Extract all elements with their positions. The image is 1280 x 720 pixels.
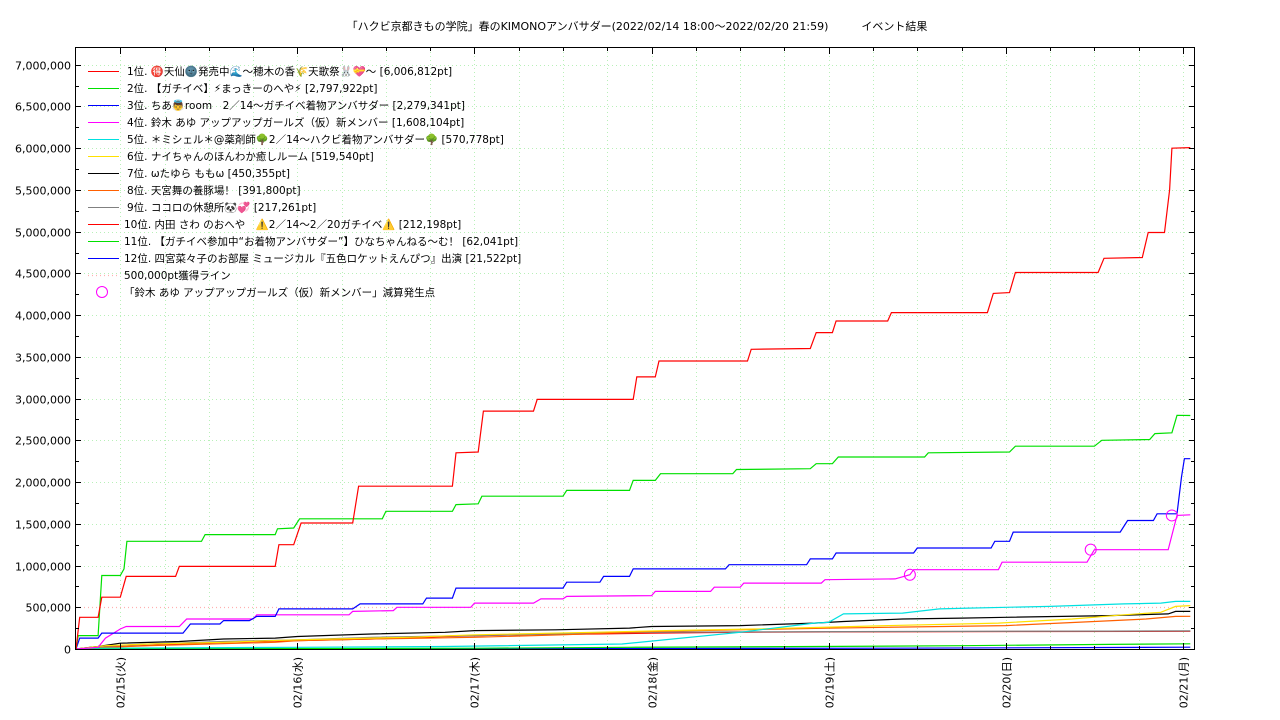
legend-label-8: 8位. 天宮舞の養豚場！ [391,800pt] bbox=[127, 184, 301, 197]
legend-label-12: 12位. 四宮菜々子のお部屋 ミュージカル『五色ロケットえんぴつ』出演 [21,… bbox=[124, 252, 521, 265]
y-tick-label: 7,000,000 bbox=[15, 60, 71, 73]
x-tick-label: 02/16(水) bbox=[292, 657, 305, 708]
legend-swatch-marker bbox=[96, 286, 108, 298]
y-tick-label: 0 bbox=[64, 644, 71, 657]
x-tick-label: 02/19(土) bbox=[824, 657, 837, 708]
y-tick-label: 2,000,000 bbox=[15, 477, 71, 490]
x-tick-label: 02/18(金) bbox=[646, 657, 660, 708]
legend-label-6: 6位. ナイちゃんのほんわか癒しルーム [519,540pt] bbox=[127, 150, 374, 163]
series-lines bbox=[75, 147, 1191, 650]
y-tick-label: 2,500,000 bbox=[15, 435, 71, 448]
legend-label-11: 11位. 【ガチイベ参加中“お着物アンバサダー”】ひなちゃんねる〜む！ [62,… bbox=[124, 235, 518, 248]
legend-label-marker: 「鈴木 あゆ アップアップガールズ（仮）新メンバー」減算発生点 bbox=[124, 286, 435, 299]
legend: 1位. 🉐天仙🌚発売中🌊〜穂木の香🌾天歌祭🐰💝〜 [6,006,812pt] 2位… bbox=[88, 65, 521, 299]
series-line-8 bbox=[75, 615, 1191, 650]
series-line-3 bbox=[75, 458, 1191, 650]
marker-point bbox=[903, 568, 916, 581]
x-tick-label: 02/20(日) bbox=[1001, 657, 1014, 708]
y-tick-label: 1,500,000 bbox=[15, 519, 71, 532]
y-tick-label: 5,500,000 bbox=[15, 185, 71, 198]
marker-point bbox=[1165, 509, 1178, 522]
y-tick-label: 1,000,000 bbox=[15, 561, 71, 574]
series-line-5 bbox=[75, 600, 1191, 650]
x-tick-label: 02/15(火) bbox=[115, 657, 128, 708]
marker-point bbox=[1084, 543, 1097, 556]
y-tick-label: 3,500,000 bbox=[15, 352, 71, 365]
series-line-7 bbox=[75, 610, 1191, 650]
y-axis: 0 500,000 1,000,000 1,500,000 2,000,000 2,500… bbox=[15, 60, 1194, 657]
series-line-4 bbox=[75, 514, 1191, 650]
x-axis: 02/15(火) 02/16(水) 02/17(木) 02/18(金) 02/19(土)… bbox=[115, 48, 1191, 708]
x-tick-label: 02/17(木) bbox=[469, 657, 482, 708]
legend-label-10: 10位. 内田 さわ のおへや ⚠️2／14〜2／20ガチイベ⚠️ [212,1… bbox=[124, 218, 461, 231]
series-line-10 bbox=[75, 630, 1191, 650]
y-tick-label: 6,500,000 bbox=[15, 101, 71, 114]
legend-label-2: 2位. 【ガチイベ】⚡まっきーのへや⚡ [2,797,922pt] bbox=[127, 82, 377, 95]
legend-label-5: 5位. ＊ミシェル＊@薬剤師🌳2／14〜ハクビ着物アンバサダー🌳 [570,77… bbox=[127, 133, 504, 146]
legend-label-1: 1位. 🉐天仙🌚発売中🌊〜穂木の香🌾天歌祭🐰💝〜 [6,006,812pt] bbox=[127, 65, 452, 78]
legend-label-3: 3位. ちあ👼room 2／14〜ガチイベ着物アンバサダー [2,279,341… bbox=[127, 99, 465, 112]
series-line-11 bbox=[75, 643, 1191, 650]
legend-label-9: 9位. ココロの休憩所🐼💞 [217,261pt] bbox=[127, 201, 316, 214]
y-tick-label: 4,000,000 bbox=[15, 310, 71, 323]
y-tick-label: 3,000,000 bbox=[15, 394, 71, 407]
series-line-6 bbox=[75, 605, 1191, 650]
y-tick-label: 5,000,000 bbox=[15, 227, 71, 240]
series-line-1 bbox=[75, 147, 1191, 650]
marker-layer bbox=[903, 509, 1178, 581]
legend-label-4: 4位. 鈴木 あゆ アップアップガールズ（仮）新メンバー [1,608,104p… bbox=[127, 116, 464, 129]
y-tick-label: 6,000,000 bbox=[15, 143, 71, 156]
legend-label-7: 7位. ωたゆら ももω [450,355pt] bbox=[127, 167, 290, 180]
legend-label-reference: 500,000pt獲得ライン bbox=[124, 269, 231, 282]
series-line-2 bbox=[75, 414, 1191, 650]
grid bbox=[76, 48, 1194, 650]
plot-frame bbox=[75, 47, 1195, 650]
chart-title: 「ハクビ京都きもの学院」春のKIMONOアンバサダー(2022/02/14 18… bbox=[347, 19, 928, 33]
x-tick-label: 02/21(月) bbox=[1178, 657, 1191, 708]
y-tick-label: 500,000 bbox=[26, 602, 72, 615]
y-tick-label: 4,500,000 bbox=[15, 268, 71, 281]
